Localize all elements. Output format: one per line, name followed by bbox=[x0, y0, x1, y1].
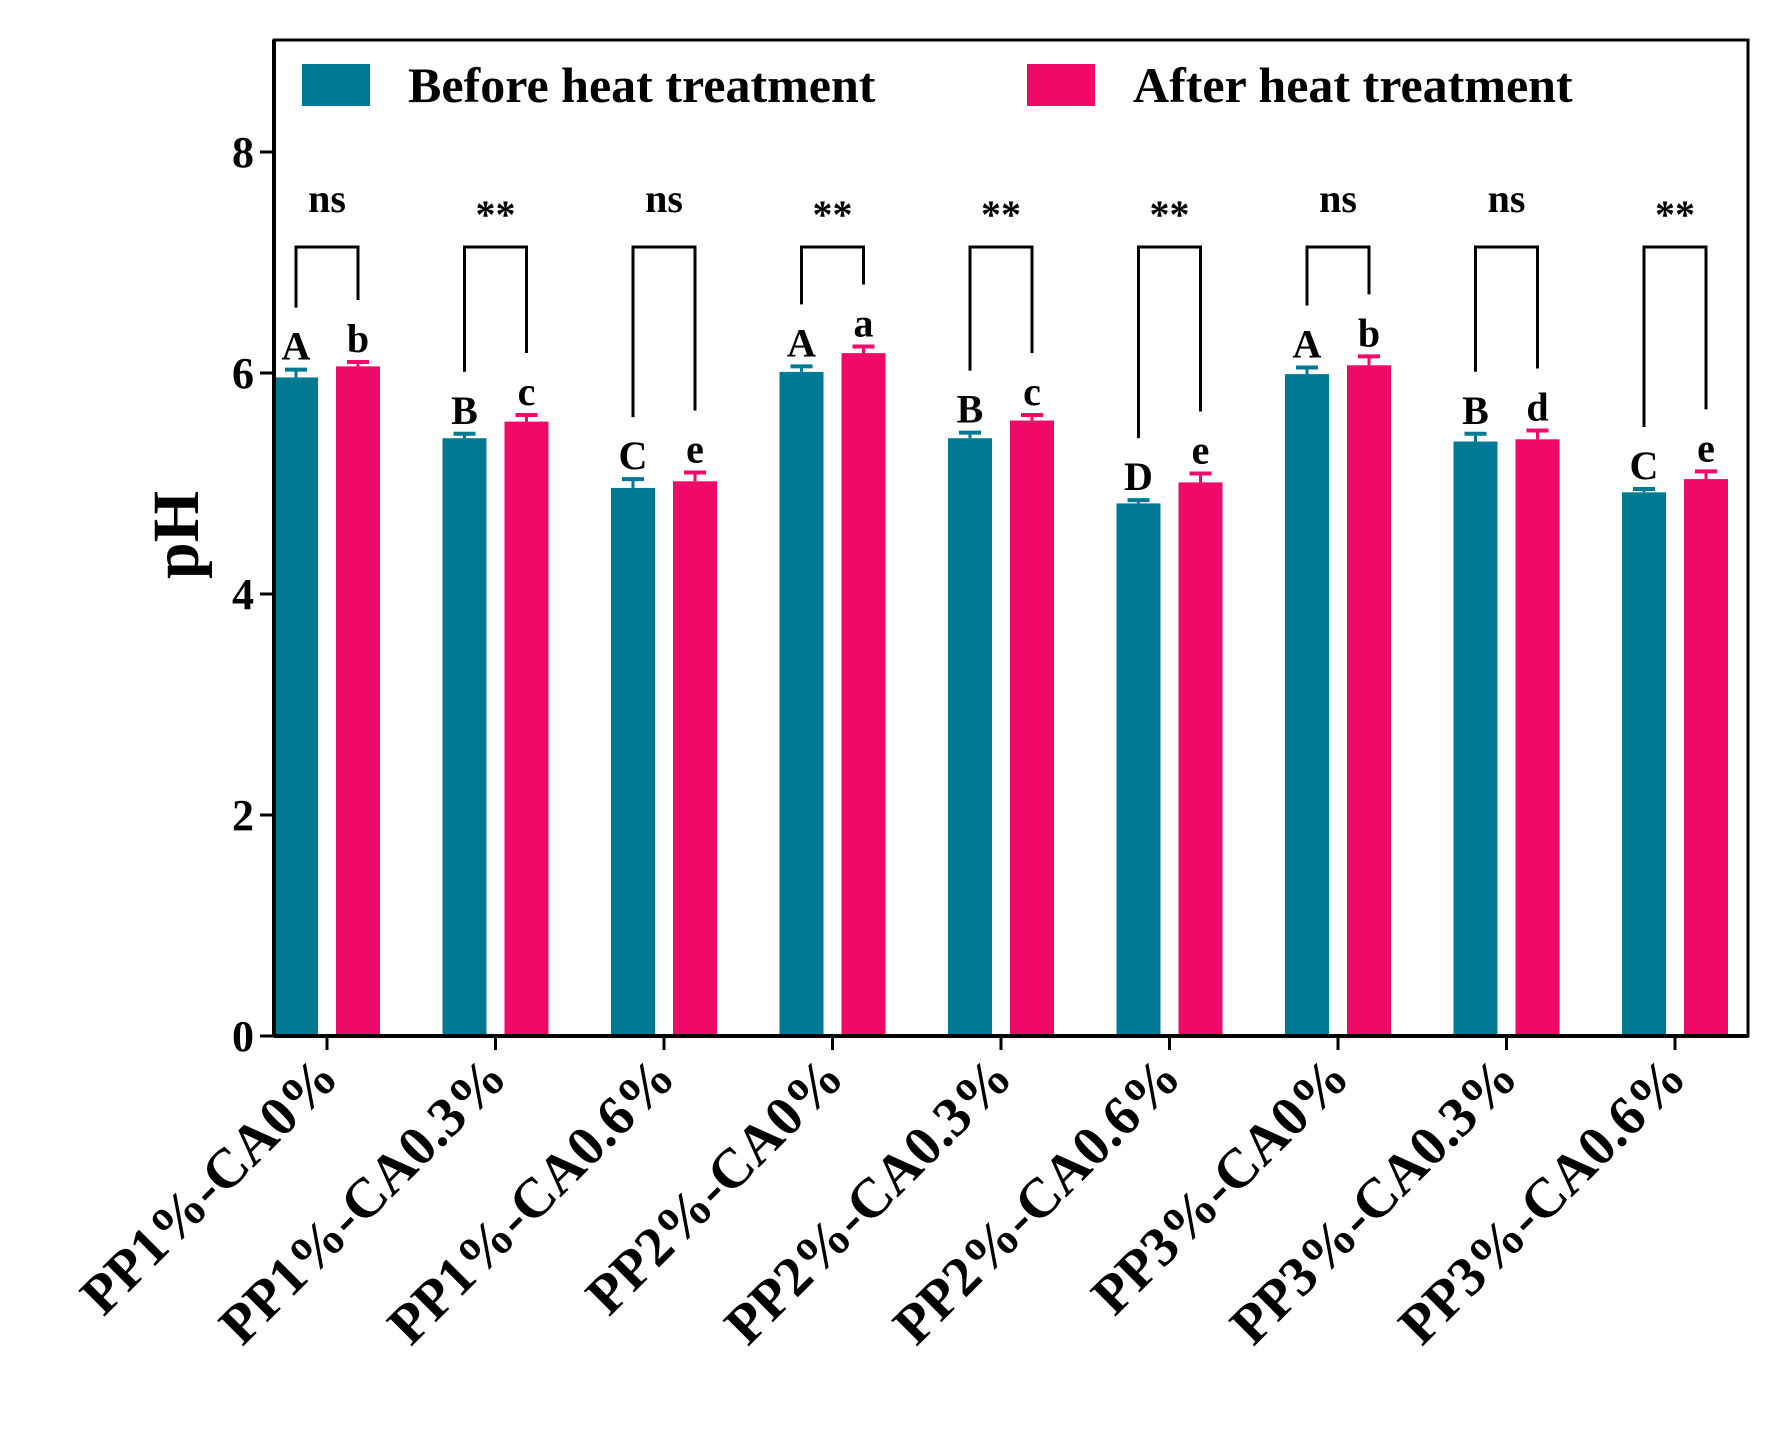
letter-after-2: e bbox=[686, 426, 704, 471]
bar-before-6 bbox=[1285, 374, 1329, 1037]
letter-after-7: d bbox=[1526, 384, 1548, 429]
letter-after-3: a bbox=[854, 300, 874, 345]
significance-5: ** bbox=[1150, 192, 1190, 237]
letter-before-7: B bbox=[1462, 388, 1489, 433]
error-bar-after-1 bbox=[515, 412, 538, 422]
x-tick-label-2: PP1%-CA0.6% bbox=[376, 1045, 687, 1356]
significance-7: ns bbox=[1488, 176, 1526, 221]
bar-before-1 bbox=[442, 438, 487, 1036]
x-tick-label-1: PP1%-CA0.3% bbox=[208, 1045, 519, 1356]
bracket-0 bbox=[294, 245, 360, 308]
bracket-7 bbox=[1474, 245, 1539, 372]
bar-after-0 bbox=[336, 366, 380, 1036]
letter-after-4: c bbox=[1023, 369, 1041, 414]
significance-8: ** bbox=[1655, 192, 1695, 237]
error-bar-after-5 bbox=[1189, 471, 1212, 483]
letter-after-6: b bbox=[1358, 310, 1380, 355]
error-bar-before-1 bbox=[453, 431, 476, 439]
letter-after-1: c bbox=[518, 369, 536, 414]
error-bar-after-3 bbox=[852, 344, 875, 354]
legend: Before heat treatment After heat treatmen… bbox=[302, 57, 1573, 113]
bar-after-5 bbox=[1178, 482, 1223, 1036]
y-tick-label-8: 8 bbox=[232, 128, 254, 177]
error-bar-after-7 bbox=[1526, 428, 1549, 440]
x-tick-label-4: PP2%-CA0.3% bbox=[713, 1045, 1024, 1356]
bar-before-7 bbox=[1453, 441, 1498, 1036]
error-bars-layer bbox=[285, 344, 1717, 504]
y-tick-label-2: 2 bbox=[232, 791, 254, 840]
bars-layer bbox=[274, 353, 1728, 1037]
bar-before-8 bbox=[1622, 492, 1666, 1037]
legend-label-after: After heat treatment bbox=[1133, 57, 1573, 113]
bar-after-3 bbox=[841, 353, 886, 1036]
error-bar-after-8 bbox=[1695, 469, 1717, 480]
legend-label-before: Before heat treatment bbox=[408, 57, 876, 113]
significance-1: ** bbox=[476, 192, 516, 237]
letter-before-1: B bbox=[451, 388, 478, 433]
error-bar-before-5 bbox=[1127, 498, 1150, 504]
letter-before-4: B bbox=[957, 387, 984, 432]
bracket-4 bbox=[968, 245, 1034, 371]
y-tick-label-4: 4 bbox=[232, 570, 254, 619]
x-tick-label-5: PP2%-CA0.6% bbox=[882, 1045, 1193, 1356]
bar-before-4 bbox=[948, 438, 992, 1036]
bar-before-5 bbox=[1116, 503, 1161, 1036]
significance-4: ** bbox=[981, 192, 1021, 237]
letter-before-5: D bbox=[1124, 454, 1153, 499]
bar-after-4 bbox=[1010, 420, 1054, 1036]
letter-after-8: e bbox=[1697, 425, 1715, 470]
bar-after-6 bbox=[1347, 365, 1391, 1036]
error-bar-after-6 bbox=[1358, 354, 1380, 366]
letter-before-6: A bbox=[1293, 321, 1322, 366]
significance-3: ** bbox=[813, 192, 853, 237]
bar-before-0 bbox=[274, 377, 318, 1036]
bracket-6 bbox=[1305, 245, 1371, 306]
error-bar-before-2 bbox=[622, 477, 644, 488]
error-bar-before-0 bbox=[285, 367, 307, 378]
bar-before-3 bbox=[779, 371, 824, 1036]
error-bar-after-2 bbox=[684, 470, 706, 482]
error-bar-before-4 bbox=[959, 430, 981, 439]
x-ticks-layer: PP1%-CA0%PP1%-CA0.3%PP1%-CA0.6%PP2%-CA0%… bbox=[69, 1036, 1698, 1356]
bar-after-8 bbox=[1684, 479, 1728, 1037]
bracket-1 bbox=[463, 245, 528, 372]
error-bar-before-6 bbox=[1296, 365, 1318, 375]
bracket-3 bbox=[800, 245, 865, 305]
bracket-8 bbox=[1642, 245, 1708, 428]
error-bar-after-4 bbox=[1021, 412, 1043, 421]
letter-before-0: A bbox=[282, 324, 311, 369]
bracket-5 bbox=[1137, 245, 1202, 439]
y-axis-label: pH bbox=[140, 491, 213, 579]
significance-0: ns bbox=[308, 176, 346, 221]
legend-swatch-before bbox=[302, 64, 370, 106]
letter-before-3: A bbox=[787, 320, 816, 365]
bracket-2 bbox=[631, 245, 697, 418]
letter-after-5: e bbox=[1192, 428, 1210, 473]
bar-after-7 bbox=[1515, 439, 1560, 1036]
bar-after-1 bbox=[504, 421, 549, 1036]
x-tick-label-8: PP3%-CA0.6% bbox=[1387, 1045, 1698, 1356]
error-bar-before-7 bbox=[1464, 431, 1487, 442]
bar-after-2 bbox=[673, 481, 717, 1036]
significance-6: ns bbox=[1319, 176, 1357, 221]
letter-after-0: b bbox=[347, 316, 369, 361]
error-bar-after-0 bbox=[347, 359, 369, 367]
letter-before-8: C bbox=[1630, 443, 1659, 488]
error-bar-before-8 bbox=[1633, 487, 1655, 493]
legend-swatch-after bbox=[1027, 64, 1095, 106]
axes-layer bbox=[272, 38, 1750, 1038]
error-bar-before-3 bbox=[790, 364, 813, 372]
bar-before-2 bbox=[611, 487, 655, 1036]
comparison-brackets-layer: ns ** ns ** ** ** ns ns ** bbox=[294, 176, 1708, 439]
y-tick-label-0: 0 bbox=[232, 1012, 254, 1061]
y-ticks-layer: 0 2 4 6 8 bbox=[232, 128, 274, 1061]
significance-2: ns bbox=[645, 176, 683, 221]
x-tick-label-7: PP3%-CA0.3% bbox=[1219, 1045, 1530, 1356]
y-tick-label-6: 6 bbox=[232, 349, 254, 398]
letter-before-2: C bbox=[619, 433, 648, 478]
